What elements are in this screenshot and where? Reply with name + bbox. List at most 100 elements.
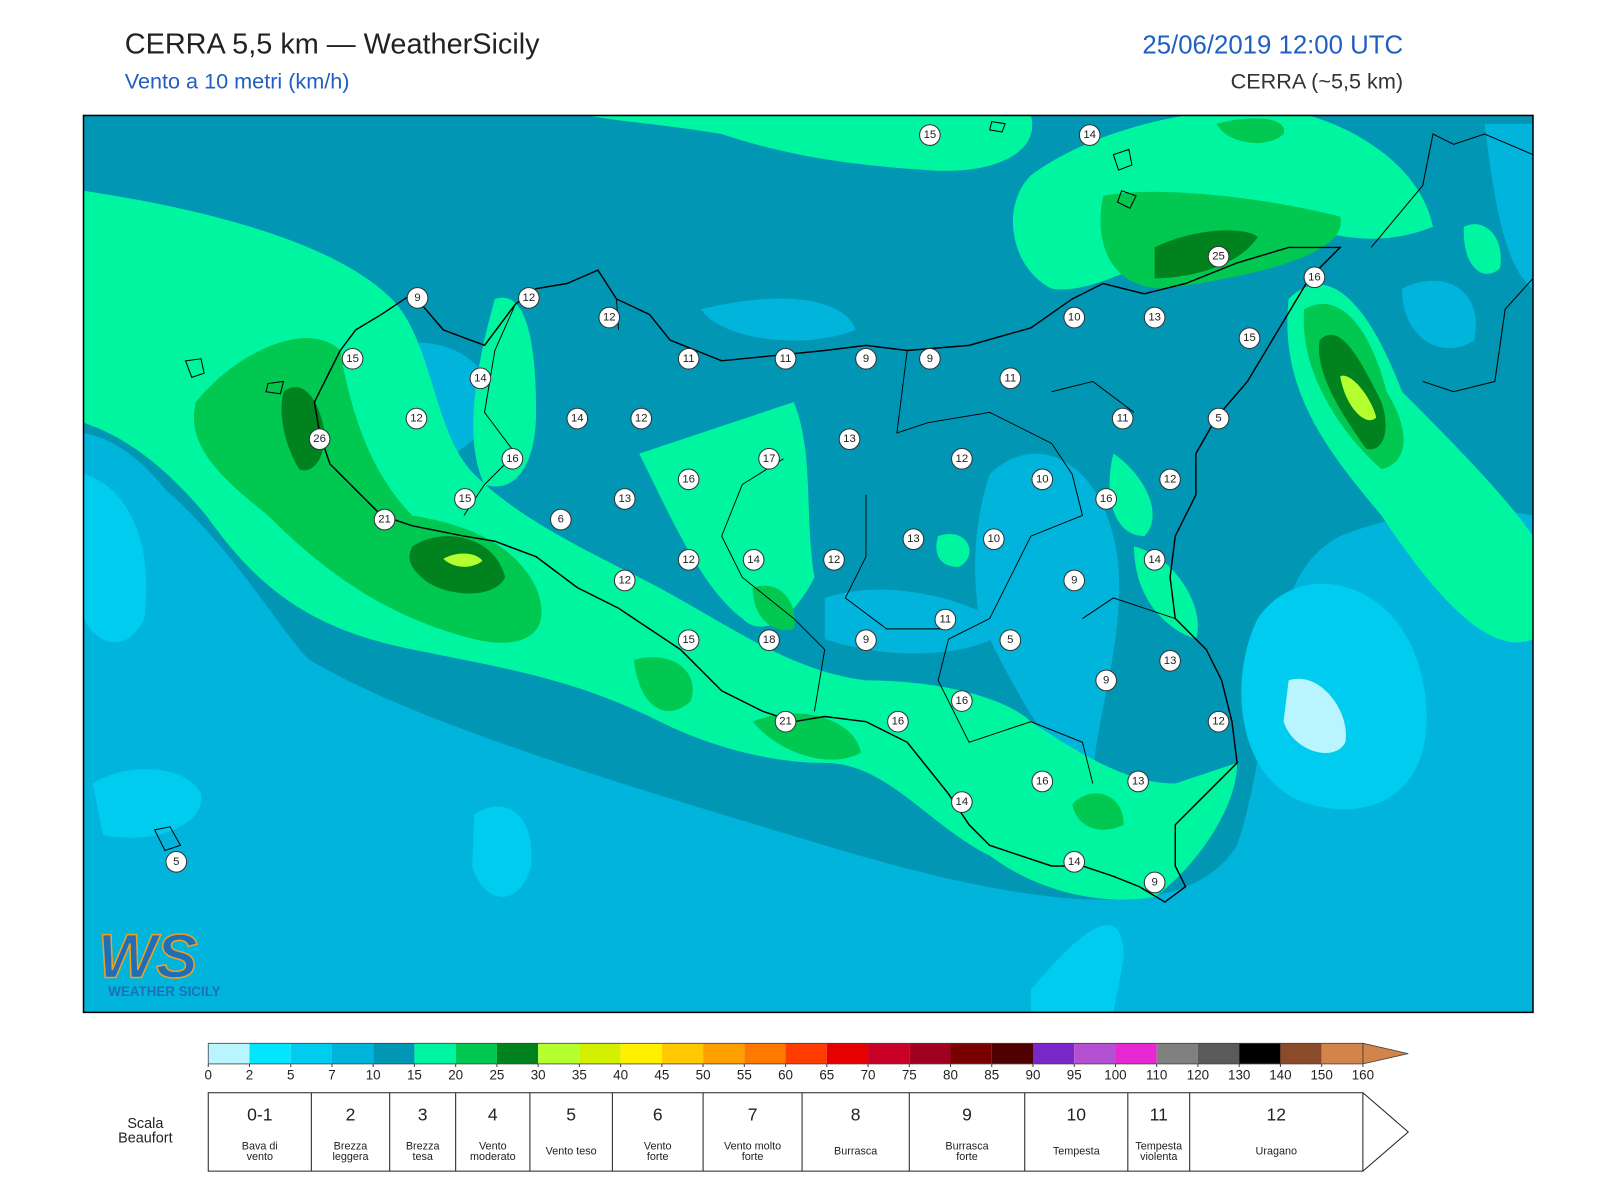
- station-marker: [758, 629, 780, 652]
- station-value: 16: [956, 695, 969, 707]
- station-marker: [887, 710, 909, 733]
- station-value: 9: [863, 634, 869, 646]
- station-marker: [1031, 770, 1054, 793]
- colorbar-segment: [868, 1043, 910, 1064]
- wind-area: [1072, 793, 1124, 830]
- station-marker: [855, 629, 877, 652]
- logo: WS WEATHER SICILY: [97, 922, 220, 999]
- colorbar-tick-label: 75: [902, 1067, 917, 1082]
- station-marker: [1143, 548, 1166, 571]
- colorbar-segment: [331, 1043, 374, 1064]
- station-value: 16: [892, 716, 905, 728]
- colorbar-arrow: [1362, 1042, 1409, 1065]
- station-value: 12: [618, 574, 631, 586]
- station-value: 11: [939, 614, 951, 626]
- station-value: 25: [1212, 251, 1225, 263]
- logo-letters: WS: [98, 922, 198, 991]
- beaufort-label: moderato: [470, 1151, 516, 1163]
- station-marker: [982, 528, 1005, 550]
- station-marker: [902, 528, 925, 550]
- station-value: 12: [1212, 716, 1225, 728]
- station-marker: [934, 608, 957, 631]
- colorbar-tick-label: 160: [1352, 1067, 1374, 1082]
- beaufort-label: Burrasca: [834, 1146, 878, 1158]
- colorbar-tick-label: 45: [654, 1067, 669, 1082]
- colorbar-tick-label: 85: [984, 1067, 999, 1082]
- wind-area: [1484, 123, 1533, 289]
- wind-area: [752, 585, 795, 630]
- colorbar-tick-label: 150: [1310, 1067, 1332, 1082]
- colorbar-segment: [950, 1043, 992, 1064]
- station-value: 14: [474, 372, 487, 384]
- beaufort-force: 8: [851, 1105, 861, 1125]
- station-marker: [630, 407, 653, 430]
- colorbar-segment: [579, 1043, 621, 1064]
- beaufort-force: 4: [488, 1105, 498, 1125]
- stations: 15 14 25 16 9 12 12 10 13 15 15 11 11 9 9 11 14 12 14 12 11 5…: [165, 124, 1326, 894]
- beaufort-label: forte: [742, 1151, 764, 1163]
- colorbar-segment: [1280, 1043, 1322, 1064]
- wind-area: [634, 657, 693, 711]
- station-value: 13: [1132, 775, 1145, 787]
- island: [153, 121, 1137, 852]
- wind-area: [1154, 230, 1258, 279]
- colorbar-tick-label: 60: [778, 1067, 793, 1082]
- colorbar-tick-label: 0: [205, 1067, 212, 1082]
- logo-text: WEATHER SICILY: [108, 984, 220, 999]
- station-value: 15: [459, 493, 472, 505]
- station-marker: [613, 569, 636, 592]
- beaufort-label: leggera: [332, 1151, 369, 1163]
- wind-area: [1283, 678, 1346, 753]
- station-marker: [1095, 488, 1118, 510]
- station-marker: [1031, 468, 1054, 491]
- station-marker: [165, 851, 188, 873]
- station-marker: [1078, 124, 1101, 146]
- station-value: 10: [1068, 312, 1081, 324]
- station-marker: [823, 548, 845, 571]
- colorbar-segment: [1115, 1043, 1157, 1064]
- wind-area: [1402, 280, 1476, 349]
- station-value: 14: [1068, 856, 1081, 868]
- station-value: 11: [1004, 372, 1016, 384]
- station-value: 12: [410, 413, 423, 425]
- coastline: [313, 246, 1342, 903]
- station-marker: [1303, 266, 1326, 289]
- wind-area: [1109, 453, 1153, 537]
- beaufort-force: 10: [1067, 1105, 1087, 1125]
- station-marker: [1063, 306, 1086, 329]
- subtitle: Vento a 10 metri (km/h): [125, 69, 350, 94]
- station-value: 18: [763, 634, 776, 646]
- beaufort-label: forte: [956, 1151, 978, 1163]
- station-value: 9: [1151, 876, 1157, 888]
- beaufort-force: 7: [748, 1105, 758, 1125]
- station-marker: [1238, 327, 1261, 349]
- beaufort-force: 5: [566, 1105, 576, 1125]
- colorbar-tick-label: 7: [328, 1067, 335, 1082]
- wind-field: [83, 115, 1533, 1013]
- station-marker: [774, 710, 797, 733]
- station-value: 12: [1164, 473, 1177, 485]
- beaufort-title: Scala: [127, 1116, 164, 1132]
- station-value: 21: [779, 716, 792, 728]
- station-marker: [1143, 306, 1166, 329]
- station-value: 12: [828, 554, 841, 566]
- station-marker: [999, 629, 1022, 652]
- beaufort-label: violenta: [1140, 1151, 1178, 1163]
- wind-area: [473, 297, 537, 487]
- colorbar-segment: [620, 1043, 662, 1064]
- colorbar-tick-label: 10: [366, 1067, 381, 1082]
- station-value: 21: [378, 514, 391, 526]
- colorbar-tick-label: 120: [1187, 1067, 1209, 1082]
- station-marker: [406, 287, 429, 309]
- station-value: 9: [927, 353, 933, 365]
- colorbar-segment: [1074, 1043, 1116, 1064]
- station-marker: [341, 347, 364, 370]
- beaufort-force: 12: [1267, 1105, 1286, 1125]
- colorbar-segment: [826, 1043, 869, 1064]
- wind-area: [701, 298, 856, 341]
- station-value: 13: [618, 493, 631, 505]
- station-value: 5: [173, 856, 179, 868]
- station-value: 14: [956, 796, 969, 808]
- beaufort-label: Burrasca: [945, 1140, 989, 1152]
